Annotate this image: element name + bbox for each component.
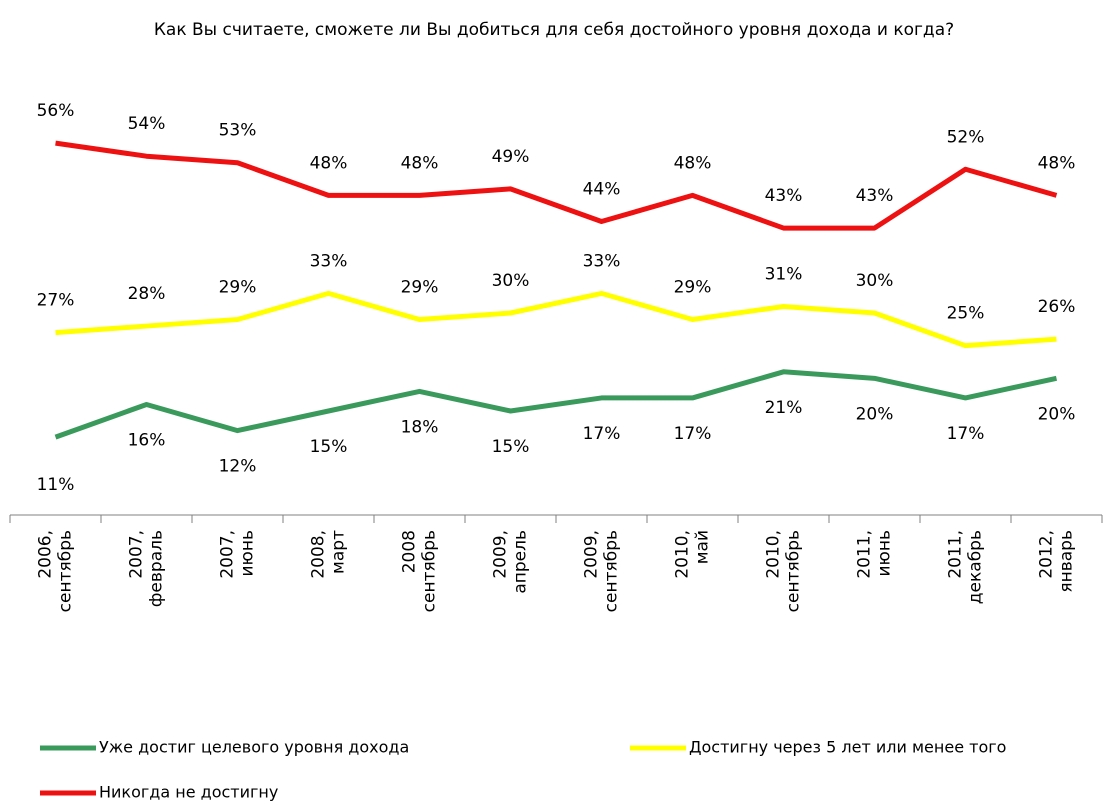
- x-tick-label: 2011,июнь: [855, 530, 895, 579]
- data-label: 25%: [947, 304, 985, 324]
- data-label: 15%: [492, 437, 530, 457]
- x-tick-label-line: 2011,: [946, 530, 966, 579]
- data-label: 33%: [583, 251, 621, 271]
- x-tick-label: 2010,сентябрь: [764, 530, 804, 612]
- data-label: 27%: [37, 291, 75, 311]
- x-tick-label-line: 2010,: [764, 530, 784, 579]
- x-tick-label-line: сентябрь: [420, 530, 440, 612]
- x-tick-label-line: 2011,: [855, 530, 875, 579]
- x-tick-label: 2011,декабрь: [946, 530, 986, 604]
- data-label: 29%: [674, 278, 712, 298]
- x-tick-label-line: июнь: [238, 530, 258, 577]
- data-label: 31%: [765, 264, 803, 284]
- data-label: 20%: [856, 404, 894, 424]
- x-tick-label: 2008,март: [309, 530, 349, 579]
- data-label: 43%: [856, 186, 894, 206]
- data-label: 52%: [947, 127, 985, 147]
- x-tick-label-line: сентябрь: [56, 530, 76, 612]
- x-tick-label: 2007,июнь: [218, 530, 258, 579]
- data-label: 20%: [1038, 404, 1076, 424]
- data-label: 18%: [401, 417, 439, 437]
- x-tick-label-line: 2006,: [36, 530, 56, 579]
- x-tick-label: 2008сентябрь: [400, 530, 440, 612]
- series-line: [55, 140, 1058, 231]
- x-tick-label-line: март: [329, 530, 349, 574]
- x-tick-label-line: 2007,: [127, 530, 147, 579]
- data-label: 17%: [674, 424, 712, 444]
- x-tick-label-line: 2007,: [218, 530, 238, 579]
- data-label: 48%: [401, 153, 439, 173]
- data-label: 43%: [765, 186, 803, 206]
- legend-label: Достигну через 5 лет или менее того: [689, 738, 1006, 757]
- x-tick-label-line: май: [693, 530, 713, 564]
- data-label: 11%: [37, 475, 75, 495]
- x-tick-label: 2009,сентябрь: [582, 530, 622, 612]
- x-tick-label-line: 2012,: [1037, 530, 1057, 579]
- x-tick-label-line: декабрь: [966, 530, 986, 604]
- x-tick-label: 2007,февраль: [127, 530, 167, 607]
- data-label: 48%: [1038, 153, 1076, 173]
- x-tick-label: 2006,сентябрь: [36, 530, 76, 612]
- data-label: 49%: [492, 147, 530, 167]
- x-tick-label-line: июнь: [875, 530, 895, 577]
- data-label: 56%: [37, 101, 75, 121]
- x-tick-label-line: 2008,: [309, 530, 329, 579]
- legend-label: Никогда не достигну: [99, 783, 278, 802]
- x-tick-label: 2012,январь: [1037, 530, 1077, 593]
- x-tick-label-line: 2009,: [491, 530, 511, 579]
- data-label: 44%: [583, 180, 621, 200]
- data-label: 17%: [947, 424, 985, 444]
- x-tick-label-line: сентябрь: [784, 530, 804, 612]
- data-label: 12%: [219, 457, 257, 477]
- x-tick-label: 2010,май: [673, 530, 713, 579]
- series-line: [55, 290, 1057, 349]
- data-label: 29%: [219, 278, 257, 298]
- data-label: 33%: [310, 251, 348, 271]
- data-label: 30%: [856, 271, 894, 291]
- data-label: 16%: [128, 430, 166, 450]
- x-tick-label-line: февраль: [147, 530, 167, 607]
- x-tick-label: 2009,апрель: [491, 530, 531, 594]
- x-tick-label-line: 2010,: [673, 530, 693, 579]
- x-tick-label-line: январь: [1057, 530, 1077, 593]
- x-tick-label-line: апрель: [511, 530, 531, 594]
- data-label: 48%: [674, 153, 712, 173]
- data-label: 28%: [128, 284, 166, 304]
- data-label: 17%: [583, 424, 621, 444]
- data-label: 29%: [401, 278, 439, 298]
- data-label: 54%: [128, 114, 166, 134]
- data-label: 53%: [219, 121, 257, 141]
- x-tick-label-line: 2008: [400, 530, 420, 573]
- x-tick-label-line: сентябрь: [602, 530, 622, 612]
- data-label: 15%: [310, 437, 348, 457]
- data-label: 30%: [492, 271, 530, 291]
- series-line: [54, 369, 1058, 440]
- x-tick-label-line: 2009,: [582, 530, 602, 579]
- data-label: 26%: [1038, 297, 1076, 317]
- legend-label: Уже достиг целевого уровня дохода: [99, 738, 409, 757]
- data-label: 48%: [310, 153, 348, 173]
- chart-title: Как Вы считаете, сможете ли Вы добиться …: [153, 20, 955, 40]
- data-label: 21%: [765, 398, 803, 418]
